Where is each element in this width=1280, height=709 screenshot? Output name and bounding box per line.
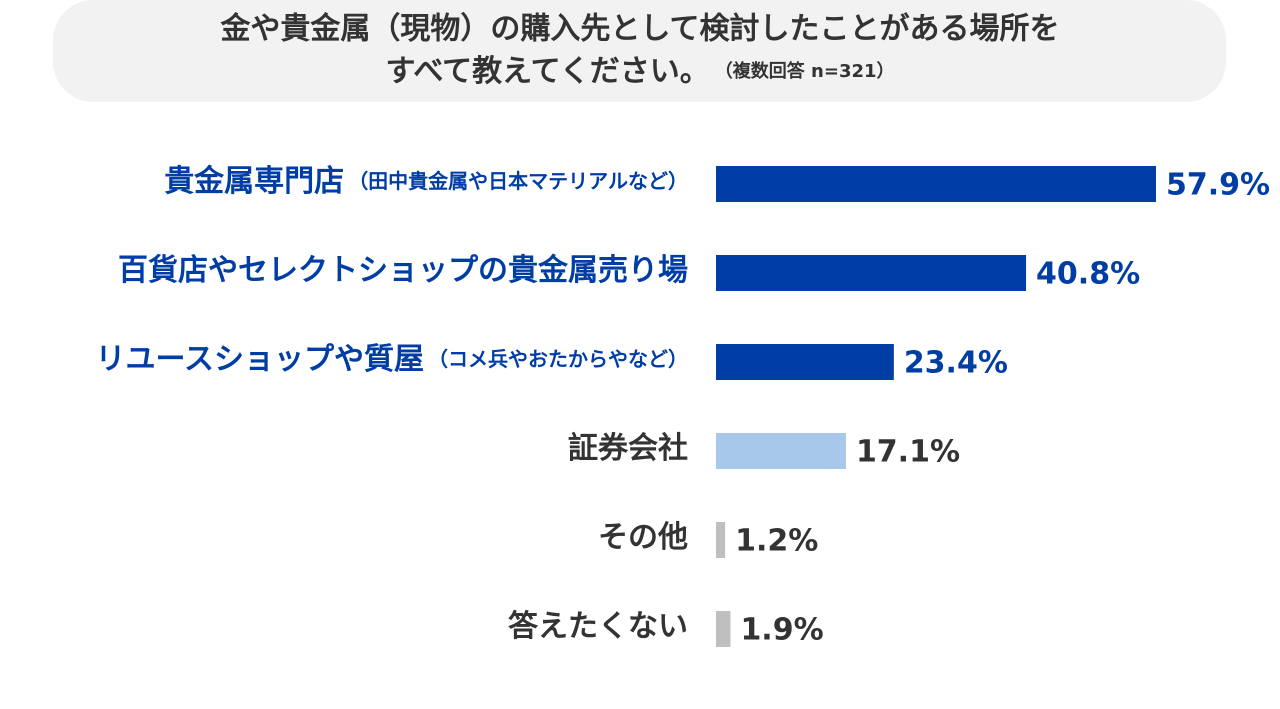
value-label: 1.2% bbox=[735, 524, 818, 559]
category-label: 百貨店やセレクトショップの貴金属売り場 bbox=[118, 253, 688, 288]
value-label: 17.1% bbox=[856, 435, 960, 470]
category-name: その他 bbox=[598, 520, 688, 555]
chart-title: 金や貴金属（現物）の購入先として検討したことがある場所を bbox=[219, 12, 1059, 47]
category-name: リユースショップや質屋 bbox=[96, 342, 425, 377]
bar bbox=[716, 344, 894, 380]
chart-title-line2: すべて教えてください。 （複数回答 n=321） bbox=[385, 54, 894, 89]
category-name: 百貨店やセレクトショップの貴金属売り場 bbox=[118, 253, 688, 288]
value-label: 23.4% bbox=[904, 346, 1008, 381]
title-box bbox=[53, 0, 1226, 102]
bar bbox=[716, 433, 846, 469]
value-label: 40.8% bbox=[1036, 257, 1140, 292]
value-label: 1.9% bbox=[740, 613, 823, 648]
category-label: リユースショップや質屋 （コメ兵やおたからやなど） bbox=[96, 342, 689, 377]
bar bbox=[716, 255, 1027, 291]
category-label: その他 bbox=[598, 520, 688, 555]
title-line2: すべて教えてください。 bbox=[385, 54, 709, 89]
category-label: 証券会社 bbox=[568, 431, 688, 466]
value-label: 57.9% bbox=[1166, 168, 1270, 203]
category-name: 証券会社 bbox=[568, 431, 688, 466]
category-label: 貴金属専門店 （田中貴金属や日本マテリアルなど） bbox=[164, 164, 688, 199]
category-name: 答えたくない bbox=[508, 609, 688, 644]
category-note: （田中貴金属や日本マテリアルなど） bbox=[348, 169, 688, 193]
category-name: 貴金属専門店 bbox=[164, 164, 344, 199]
bar bbox=[716, 522, 726, 558]
category-note: （コメ兵やおたからやなど） bbox=[428, 347, 688, 371]
bar bbox=[716, 166, 1156, 202]
subtitle: （複数回答 n=321） bbox=[724, 60, 895, 82]
bar bbox=[716, 611, 731, 647]
category-label: 答えたくない bbox=[508, 609, 688, 644]
